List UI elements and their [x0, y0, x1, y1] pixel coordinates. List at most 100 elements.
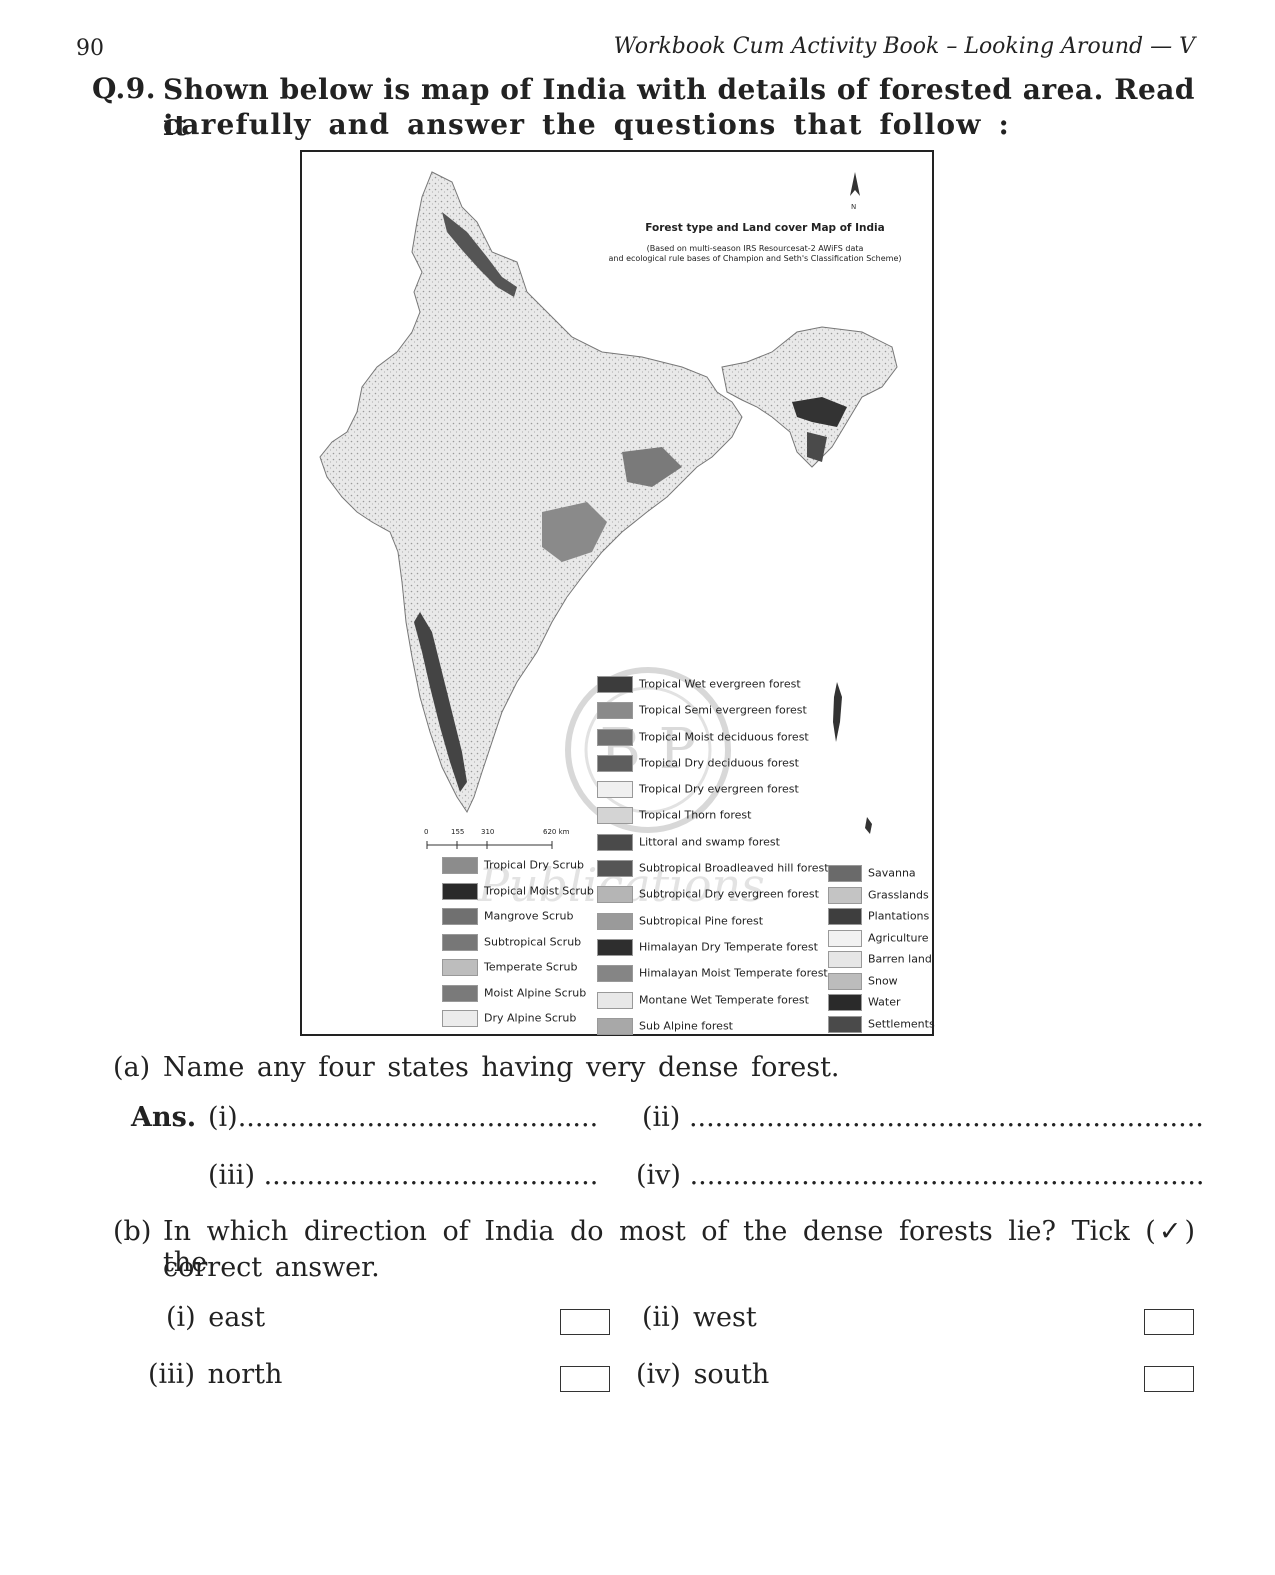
part-b-label: (b): [113, 1216, 152, 1247]
legend-swatch: [828, 908, 862, 925]
answer-blank-iii[interactable]: (iii) ..................................…: [208, 1160, 599, 1191]
legend-label: Settlements: [868, 1017, 935, 1030]
legend-swatch: [597, 833, 633, 851]
legend-item: Montane Wet Temperate forest: [597, 991, 829, 1018]
legend-swatch: [828, 951, 862, 968]
legend-swatch: [442, 857, 478, 874]
legend-swatch: [828, 929, 862, 947]
legend-label: Tropical Moist deciduous forest: [639, 730, 809, 744]
map-title: Forest type and Land cover Map of India: [645, 222, 885, 234]
legend-label: Tropical Semi evergreen forest: [639, 703, 807, 717]
legend-item: Subtropical Broadleaved hill forest: [597, 860, 829, 886]
legend-item: Grasslands: [828, 886, 935, 909]
legend-item: Tropical Moist deciduous forest: [597, 728, 829, 755]
legend-label: Moist Alpine Scrub: [484, 986, 587, 999]
scale-label-0: 0: [424, 828, 429, 836]
legend-swatch: [597, 781, 633, 799]
legend-swatch: [597, 886, 633, 904]
east-forest-patch: [622, 447, 682, 487]
nicobar-islands: [865, 817, 872, 834]
publisher-watermark: B P: [565, 667, 731, 833]
western-ghats-forest: [414, 612, 467, 792]
northeast-dense-forest: [792, 397, 847, 427]
answer-label: Ans.: [131, 1102, 197, 1133]
legend-item: Water: [828, 994, 935, 1016]
legend-label: Sub Alpine forest: [639, 1019, 733, 1033]
answer-blank-iv[interactable]: (iv) ...................................…: [636, 1160, 1205, 1191]
legend-label: Subtropical Dry evergreen forest: [639, 887, 819, 901]
northeast-forest-patch: [807, 432, 827, 462]
legend-label: Grasslands: [868, 888, 929, 901]
part-a-question: Name any four states having very dense f…: [163, 1052, 840, 1083]
legend-label: Subtropical Broadleaved hill forest: [639, 861, 829, 875]
legend-item: Subtropical Dry evergreen forest: [597, 886, 829, 912]
answer-blank-i[interactable]: (i).....................................…: [208, 1102, 599, 1133]
legend-item: Himalayan Dry Temperate forest: [597, 938, 829, 965]
legend-swatch: [442, 882, 478, 900]
legend-swatch: [597, 860, 633, 878]
legend-label: Subtropical Pine forest: [639, 914, 764, 928]
legend-swatch: [597, 754, 633, 772]
legend-label: Water: [868, 995, 901, 1009]
legend-swatch: [597, 728, 633, 746]
legend-swatch: [828, 994, 862, 1011]
tick-box-south[interactable]: [1144, 1366, 1194, 1392]
option-west: (ii) west: [642, 1302, 757, 1333]
legend-item: Subtropical Pine forest: [597, 912, 829, 939]
tick-box-west[interactable]: [1144, 1309, 1194, 1335]
legend-swatch: [442, 908, 478, 925]
legend-item: Settlements: [828, 1015, 935, 1038]
northeast-region-shape: [721, 326, 898, 468]
part-a-label: (a): [113, 1052, 151, 1083]
legend-label: Himalayan Moist Temperate forest: [639, 966, 828, 980]
legend-item: Littoral and swamp forest: [597, 833, 829, 860]
legend-scrub-types: Tropical Dry Scrub Tropical Moist Scrub Ma…: [442, 857, 594, 1036]
tick-box-north[interactable]: [560, 1366, 610, 1392]
tick-box-east[interactable]: [560, 1309, 610, 1335]
legend-forest-types: Tropical Wet evergreen forest Tropical Se…: [597, 676, 829, 1044]
question-text-line1: Shown below is map of India with details…: [163, 73, 1195, 142]
legend-item: Tropical Dry evergreen forest: [597, 781, 829, 807]
legend-label: Savanna: [868, 866, 916, 880]
legend-swatch: [597, 702, 633, 720]
legend-swatch: [597, 676, 633, 693]
legend-swatch: [442, 959, 478, 976]
legend-swatch: [828, 886, 862, 904]
answer-blank-ii[interactable]: (ii) ...................................…: [642, 1102, 1204, 1133]
option-north: (iii) north: [148, 1359, 283, 1390]
scale-label-620: 620 km: [543, 828, 570, 836]
legend-item: Snow: [828, 972, 935, 995]
legend-item: Temperate Scrub: [442, 959, 594, 985]
legend-label: Himalayan Dry Temperate forest: [639, 940, 818, 954]
part-b-question-line1: In which direction of India do most of t…: [163, 1216, 1195, 1278]
legend-swatch: [442, 1010, 478, 1027]
legend-label: Tropical Wet evergreen forest: [639, 677, 801, 691]
legend-swatch: [828, 1015, 862, 1033]
option-south: (iv) south: [636, 1359, 770, 1390]
legend-item: Tropical Moist Scrub: [442, 882, 594, 909]
legend-swatch: [442, 933, 478, 951]
legend-item: Tropical Thorn forest: [597, 807, 829, 833]
north-label: N: [851, 203, 856, 211]
himalaya-dense-band: [442, 212, 517, 297]
legend-item: Tropical Semi evergreen forest: [597, 702, 829, 728]
legend-swatch: [597, 807, 633, 825]
legend-item: Sub Alpine forest: [597, 1017, 829, 1044]
legend-item: Himalayan Moist Temperate forest: [597, 965, 829, 991]
legend-label: Montane Wet Temperate forest: [639, 993, 809, 1007]
legend-label: Dry Alpine Scrub: [484, 1011, 577, 1025]
legend-label: Tropical Dry deciduous forest: [639, 756, 799, 770]
legend-label: Littoral and swamp forest: [639, 835, 780, 849]
legend-label: Subtropical Scrub: [484, 935, 582, 948]
option-east: (i) east: [166, 1302, 266, 1333]
legend-land-cover: Savanna Grasslands Plantations Agriculture B…: [828, 865, 935, 1037]
scale-label-155: 155: [451, 828, 465, 836]
legend-swatch: [597, 965, 633, 983]
legend-label: Temperate Scrub: [484, 960, 578, 974]
legend-item: Plantations: [828, 908, 935, 930]
question-text-line2: carefully and answer the questions that …: [163, 108, 1011, 141]
andaman-islands: [833, 682, 842, 742]
scale-bar: [426, 841, 553, 849]
part-b-question-line2: correct answer.: [163, 1252, 380, 1283]
page-number: 90: [76, 36, 104, 61]
